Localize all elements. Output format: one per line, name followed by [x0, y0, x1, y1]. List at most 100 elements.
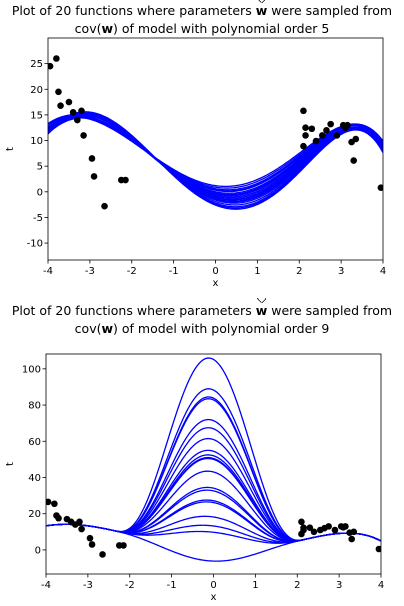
- title-bold-w: w: [101, 21, 114, 36]
- x-tick-label: 2: [296, 266, 302, 277]
- y-tick-label: 10: [30, 136, 43, 147]
- y-tick-label: -5: [33, 213, 43, 224]
- data-point: [352, 135, 360, 143]
- chart-panel-order-9: Plot of 20 functions where parameters w …: [0, 298, 404, 606]
- function-curve-3: [46, 396, 381, 542]
- y-tick-label: 15: [30, 110, 43, 121]
- y-tick-label: 100: [22, 364, 41, 375]
- data-point: [344, 121, 351, 129]
- title-text: Plot of 20 functions where parameters: [11, 3, 256, 18]
- title-bold-w: w: [101, 321, 114, 336]
- data-point: [80, 132, 87, 139]
- data-point: [122, 176, 129, 184]
- title-text: cov(: [74, 21, 102, 36]
- y-axis-label: t: [5, 147, 16, 151]
- x-axis-label: x: [213, 278, 219, 289]
- title-text: cov(: [74, 321, 102, 336]
- y-tick-label: 60: [28, 437, 41, 448]
- x-tick-label: -3: [85, 266, 95, 277]
- data-point: [86, 534, 94, 542]
- function-curve-15: [46, 499, 381, 543]
- x-tick-label: 4: [380, 266, 386, 277]
- y-tick-label: 25: [30, 59, 43, 70]
- function-curve-2: [46, 388, 381, 542]
- y-tick-label: 5: [37, 162, 43, 173]
- x-tick-label: 3: [338, 266, 344, 277]
- chart-title-order-9: Plot of 20 functions where parameters w …: [0, 298, 404, 338]
- function-curve-5: [46, 418, 381, 542]
- function-curve-13: [48, 115, 383, 188]
- data-point: [69, 109, 77, 116]
- function-curve-1: [46, 357, 381, 542]
- title-hat-w: w: [255, 0, 268, 18]
- x-tick-label: -1: [169, 266, 179, 277]
- data-point: [377, 184, 383, 192]
- data-point: [333, 132, 341, 139]
- title-text: ) of model with polynomial order 5: [113, 21, 330, 36]
- curves-group: [48, 111, 383, 210]
- curves-group: [46, 357, 381, 562]
- data-point: [90, 173, 98, 180]
- title-text: were sampled from: [267, 3, 393, 18]
- data-point: [55, 514, 62, 522]
- points-group: [48, 55, 383, 210]
- y-tick-label: 80: [28, 401, 41, 412]
- data-point: [300, 142, 307, 150]
- data-point: [99, 551, 106, 558]
- y-tick-label: -10: [27, 239, 43, 250]
- data-point: [65, 98, 73, 106]
- plot-frame: [45, 353, 382, 575]
- function-curve-16: [48, 116, 383, 196]
- data-point: [57, 102, 64, 109]
- x-axis-label: x: [211, 592, 217, 603]
- function-curve-11: [48, 112, 383, 206]
- function-curve-1: [48, 117, 383, 196]
- data-point: [46, 498, 52, 506]
- data-point: [312, 137, 320, 145]
- function-curve-20: [46, 523, 381, 562]
- data-point: [300, 107, 307, 115]
- function-curve-17: [48, 111, 383, 209]
- points-group: [46, 498, 381, 558]
- x-tick-label: -4: [43, 266, 53, 277]
- y-axis-label: t: [5, 462, 16, 466]
- function-curve-17: [46, 515, 381, 543]
- data-point: [350, 528, 358, 536]
- title-text: ) of model with polynomial order 9: [113, 321, 330, 336]
- plot-frame: [47, 37, 384, 261]
- data-point: [350, 157, 357, 164]
- data-point: [298, 518, 305, 526]
- data-point: [302, 124, 309, 132]
- data-point: [342, 523, 349, 530]
- y-tick-label: 0: [35, 545, 41, 556]
- chart-title-order-5: Plot of 20 functions where parameters w …: [0, 0, 404, 38]
- x-tick-label: 2: [294, 580, 300, 591]
- function-curve-8: [48, 115, 383, 194]
- x-tick-label: -2: [127, 266, 137, 277]
- function-curve-16: [46, 501, 381, 543]
- data-point: [348, 535, 355, 543]
- function-curve-5: [48, 116, 383, 189]
- x-tick-label: -3: [83, 580, 93, 591]
- x-tick-label: -2: [125, 580, 135, 591]
- function-curve-12: [48, 116, 383, 198]
- data-point: [323, 126, 330, 134]
- data-point: [308, 125, 316, 133]
- data-point: [300, 524, 307, 531]
- function-curve-12: [46, 470, 381, 542]
- title-hat-w: w: [255, 298, 268, 318]
- y-tick-label: 40: [28, 473, 41, 484]
- title-text: Plot of 20 functions where parameters: [11, 303, 256, 318]
- data-point: [120, 542, 127, 549]
- y-tick-label: 20: [28, 509, 41, 520]
- x-tick-label: -4: [41, 580, 51, 591]
- data-point: [101, 202, 108, 210]
- x-tick-label: 0: [212, 266, 218, 277]
- function-curve-15: [48, 113, 383, 203]
- data-point: [88, 155, 96, 162]
- data-point: [48, 62, 54, 70]
- x-tick-label: -1: [167, 580, 177, 591]
- data-point: [306, 524, 314, 531]
- x-tick-label: 1: [252, 580, 258, 591]
